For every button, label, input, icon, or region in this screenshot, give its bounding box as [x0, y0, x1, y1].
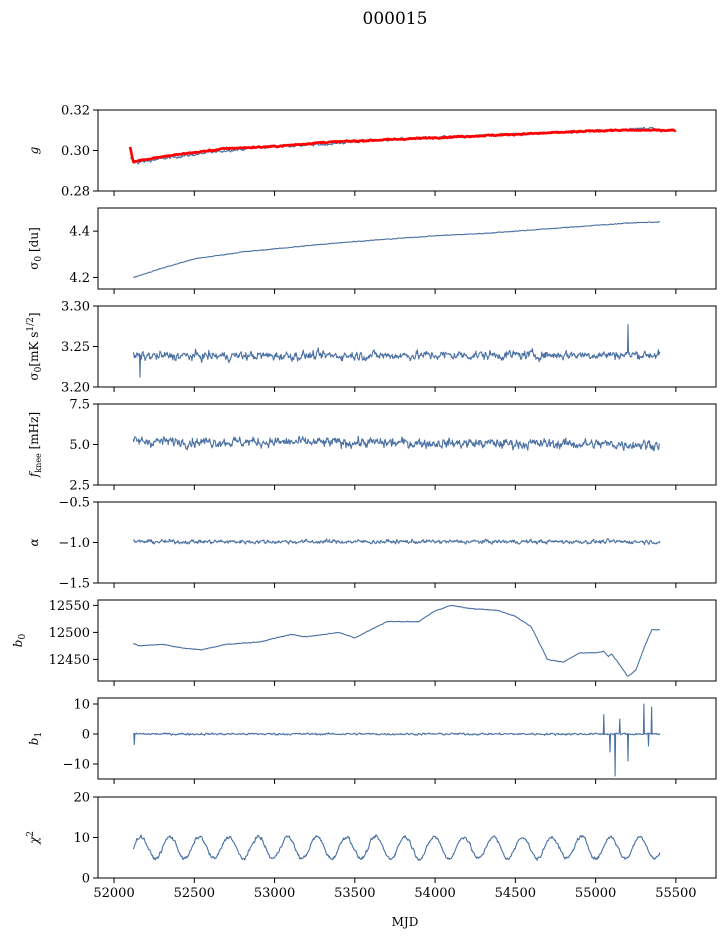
panel-frame-5 [97, 599, 717, 682]
y-tick-label-2-2: 3.30 [61, 300, 90, 315]
y-tick-label-3-1: 5.0 [69, 438, 90, 453]
y-tick-label-7-0: 0 [82, 872, 90, 887]
y-axis-label-0: g [27, 146, 41, 154]
y-axis-label-3: fknee [mHz] [27, 412, 43, 478]
series-line-4 [132, 537, 661, 546]
y-tick-label-5-1: 12500 [49, 626, 90, 641]
panels: 0.28 0.30 0.32 g 4.2 4.4 σ0 [du] 3.20 3.25 3.30 σ0… [11, 104, 717, 901]
series-line-3 [132, 435, 661, 452]
y-tick-label-0-0: 0.28 [61, 185, 90, 200]
y-axis-label-5: b0 [11, 634, 28, 648]
y-tick-label-7-2: 20 [73, 791, 90, 806]
y-tick-label-0-2: 0.32 [61, 104, 90, 119]
panel-frame-0 [97, 109, 717, 192]
panel-6: −10 0 10 b1 [27, 697, 717, 784]
y-tick-label-4-0: −1.5 [58, 577, 90, 592]
figure-title: 000015 [363, 9, 428, 29]
y-tick-label-4-2: −0.5 [58, 496, 90, 511]
panel-0: 0.28 0.30 0.32 g [27, 104, 717, 200]
panel-5: 12450 12500 12550 b0 [11, 599, 717, 686]
y-tick-label-1-1: 4.4 [69, 225, 90, 240]
x-tick-label-1: 52500 [174, 886, 215, 901]
series-line-2 [132, 324, 661, 378]
y-tick-label-1-0: 4.2 [69, 271, 90, 286]
panel-7: 0 10 20 52000 52500 53000 53500 54000 54500 55000… [26, 791, 717, 901]
y-tick-label-6-0: −10 [63, 758, 90, 773]
x-tick-label-5: 54500 [495, 886, 536, 901]
y-axis-label-6: b1 [27, 732, 44, 745]
y-tick-label-4-1: −1.0 [58, 536, 90, 551]
panel-frame-7 [97, 796, 717, 879]
y-tick-label-2-0: 3.20 [61, 381, 90, 396]
series-line-6 [133, 703, 661, 777]
panel-3: 2.5 5.0 7.5 fknee [mHz] [27, 398, 717, 494]
series-line-1 [133, 221, 661, 279]
y-tick-label-0-1: 0.30 [61, 144, 90, 159]
series-line-5 [132, 604, 660, 677]
x-tick-label-7: 55500 [655, 886, 696, 901]
panel-frame-1 [97, 207, 717, 290]
y-tick-label-6-2: 10 [73, 698, 90, 713]
x-tick-label-6: 55000 [575, 886, 616, 901]
y-axis-label-7: χ2 [26, 831, 41, 845]
x-axis-label: MJD [392, 915, 419, 929]
panel-frame-6 [97, 697, 717, 780]
series-line-fit [128, 128, 677, 164]
x-tick-label-3: 53500 [334, 886, 375, 901]
y-tick-label-7-1: 10 [73, 831, 90, 846]
x-tick-label-2: 53000 [254, 886, 295, 901]
y-tick-label-3-2: 7.5 [69, 398, 90, 413]
y-axis-label-1: σ0 [du] [27, 227, 44, 270]
panel-1: 4.2 4.4 σ0 [du] [27, 207, 717, 294]
panel-frame-2 [97, 305, 717, 388]
y-tick-label-3-0: 2.5 [69, 479, 90, 494]
y-axis-label-4: α [27, 538, 41, 546]
panel-2: 3.20 3.25 3.30 σ0[mK s1/2] [26, 300, 717, 396]
x-tick-label-0: 52000 [93, 886, 134, 901]
y-tick-label-2-1: 3.25 [61, 340, 90, 355]
y-axis-label-2: σ0[mK s1/2] [26, 312, 44, 380]
panel-4: −1.5 −1.0 −0.5 α [27, 496, 717, 592]
y-tick-label-6-1: 0 [82, 728, 90, 743]
x-tick-label-4: 54000 [414, 886, 455, 901]
series-line-7 [132, 834, 661, 861]
y-tick-label-5-0: 12450 [49, 653, 90, 668]
y-tick-label-5-2: 12550 [49, 599, 90, 614]
